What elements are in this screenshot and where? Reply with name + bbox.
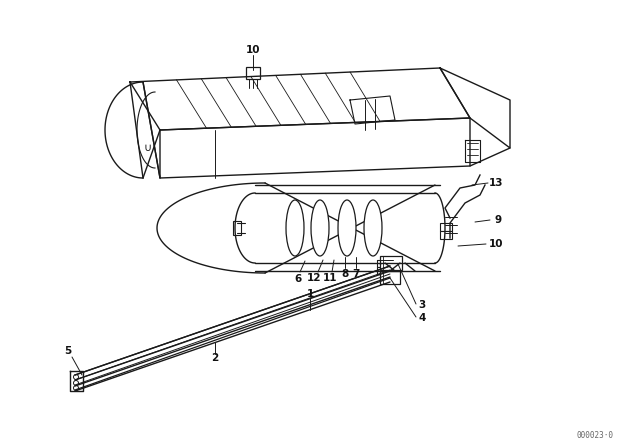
Bar [233, 221, 241, 235]
FancyBboxPatch shape [380, 271, 400, 284]
Bar [377, 267, 393, 274]
Text: 11: 11 [323, 273, 337, 283]
Ellipse shape [311, 200, 329, 256]
Ellipse shape [364, 200, 382, 256]
Text: 000023·0: 000023·0 [577, 431, 614, 440]
Text: 4: 4 [419, 313, 426, 323]
Circle shape [74, 380, 79, 385]
Circle shape [74, 385, 79, 391]
Text: 7: 7 [352, 269, 360, 279]
Text: 6: 6 [294, 274, 301, 284]
Bar [377, 260, 393, 267]
Text: 9: 9 [495, 215, 502, 225]
Bar [440, 223, 452, 231]
Text: 1: 1 [307, 289, 314, 299]
Bar [246, 67, 260, 79]
Text: 10: 10 [489, 239, 503, 249]
Text: 5: 5 [65, 346, 72, 356]
Text: 10: 10 [246, 45, 260, 55]
Text: ∪: ∪ [144, 143, 152, 153]
Circle shape [74, 375, 79, 379]
Bar [440, 231, 452, 239]
Ellipse shape [338, 200, 356, 256]
FancyBboxPatch shape [380, 256, 402, 270]
Text: 13: 13 [489, 178, 503, 188]
Text: 8: 8 [341, 269, 349, 279]
Text: 12: 12 [307, 273, 321, 283]
Ellipse shape [286, 200, 304, 256]
Text: 3: 3 [419, 300, 426, 310]
Text: 2: 2 [211, 353, 219, 363]
